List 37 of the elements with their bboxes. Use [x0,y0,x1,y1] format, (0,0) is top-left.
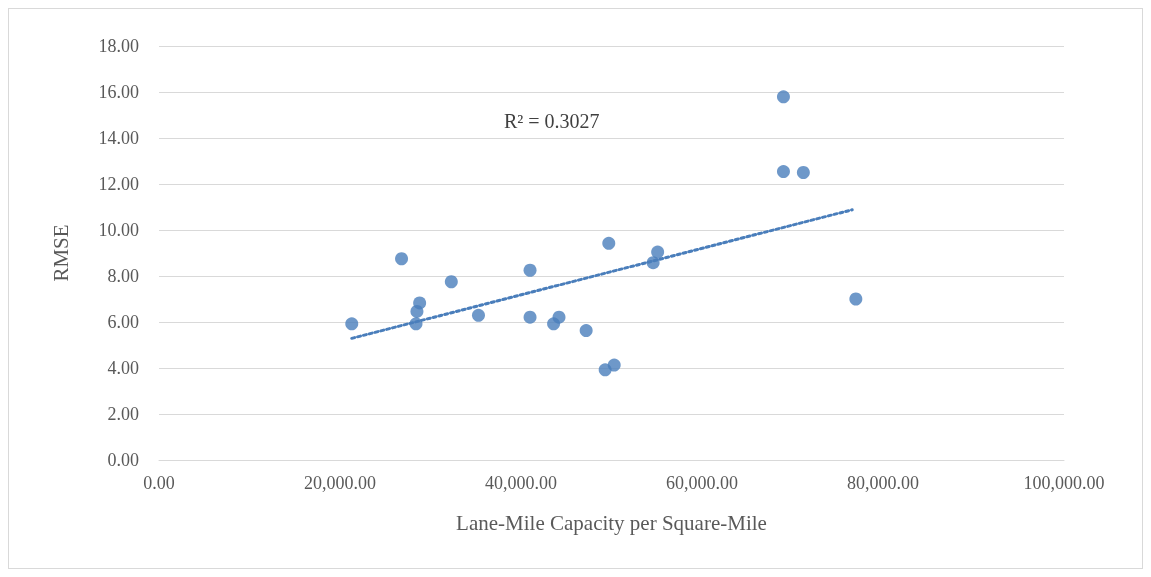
y-tick-label: 16.00 [98,82,139,102]
point [646,256,660,270]
y-axis-title: RMSE [48,224,73,282]
x-tick-label: 40,000.00 [485,473,557,493]
point [796,166,810,179]
y-tick-label: 6.00 [107,312,139,332]
x-tick-label: 100,000.00 [1023,473,1105,493]
y-tick-label: 8.00 [107,266,139,286]
x-tick-label: 0.00 [143,473,175,493]
point [523,263,537,277]
x-axis-title: Lane-Mile Capacity per Square-Mile [456,510,767,535]
point [651,245,665,259]
point [444,275,458,289]
annotation: R² = 0.3027 [504,110,600,132]
point [579,324,593,338]
point [552,310,566,324]
point [413,296,427,310]
y-tick-label: 14.00 [98,128,139,148]
x-tick-label: 60,000.00 [666,473,738,493]
y-tick-label: 4.00 [107,358,139,378]
y-tick-label: 12.00 [98,174,139,194]
point [776,165,790,179]
point [409,317,423,331]
point [849,292,863,306]
point [471,308,485,322]
y-tick-label: 10.00 [98,220,139,240]
x-tick-label: 20,000.00 [304,473,376,493]
y-tick-label: 18.00 [98,36,139,56]
point [776,90,790,104]
point [607,358,621,372]
point [523,310,537,324]
y-tick-label: 2.00 [107,404,139,424]
point [395,252,409,266]
x-tick-label: 80,000.00 [847,473,919,493]
y-tick-label: 0.00 [107,450,139,470]
point [602,236,616,250]
point [345,317,359,331]
